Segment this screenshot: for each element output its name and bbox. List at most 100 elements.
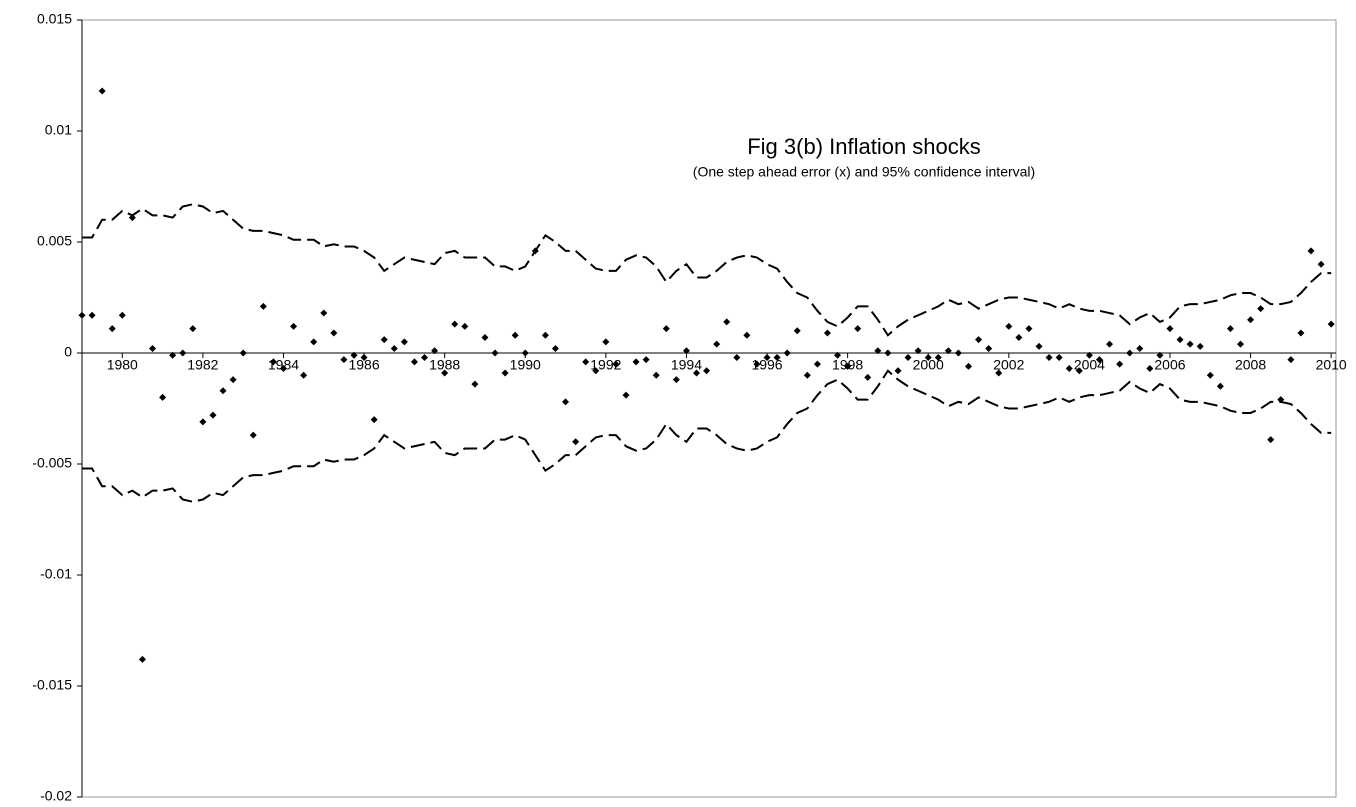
data-point xyxy=(541,331,549,339)
y-tick-label: 0.01 xyxy=(45,122,72,138)
data-point xyxy=(128,214,136,222)
data-point xyxy=(894,367,902,375)
data-point xyxy=(1236,340,1244,348)
data-point xyxy=(844,362,852,370)
data-point xyxy=(1106,340,1114,348)
x-tick-label: 1986 xyxy=(348,357,379,373)
data-point xyxy=(521,349,529,357)
data-point xyxy=(330,329,338,337)
x-tick-label: 1984 xyxy=(268,357,299,373)
data-point xyxy=(421,353,429,361)
data-point xyxy=(1126,349,1134,357)
x-tick-label: 2010 xyxy=(1316,357,1347,373)
data-point xyxy=(1025,325,1033,333)
data-point xyxy=(834,351,842,359)
data-point xyxy=(1075,367,1083,375)
plot-area xyxy=(81,19,1337,798)
data-point xyxy=(612,360,620,368)
data-point xyxy=(269,358,277,366)
data-point xyxy=(703,367,711,375)
data-point xyxy=(118,311,126,319)
data-point xyxy=(602,338,610,346)
data-point xyxy=(249,431,257,439)
data-point xyxy=(259,302,267,310)
data-point xyxy=(229,376,237,384)
data-point xyxy=(662,325,670,333)
y-tick-label: 0.005 xyxy=(37,233,72,249)
data-point xyxy=(592,367,600,375)
data-point xyxy=(159,393,167,401)
data-point xyxy=(98,87,106,95)
data-point xyxy=(441,369,449,377)
data-point xyxy=(511,331,519,339)
data-point xyxy=(944,347,952,355)
data-point xyxy=(965,362,973,370)
data-point xyxy=(1055,353,1063,361)
data-point xyxy=(78,311,86,319)
data-point xyxy=(864,373,872,381)
data-point xyxy=(451,320,459,328)
data-point xyxy=(1267,436,1275,444)
data-point xyxy=(179,349,187,357)
confidence-line xyxy=(82,369,1332,503)
y-tick-label: -0.01 xyxy=(40,566,72,582)
x-tick-label: 1990 xyxy=(510,357,541,373)
y-tick-label: 0.015 xyxy=(37,11,72,27)
data-point xyxy=(390,345,398,353)
data-point xyxy=(491,349,499,357)
data-point xyxy=(1116,360,1124,368)
data-point xyxy=(803,371,811,379)
data-point xyxy=(360,353,368,361)
data-point xyxy=(1035,342,1043,350)
data-point xyxy=(138,655,146,663)
data-point xyxy=(1166,325,1174,333)
x-tick-label: 2000 xyxy=(913,357,944,373)
data-point xyxy=(481,333,489,341)
data-point xyxy=(1045,353,1053,361)
data-point xyxy=(461,322,469,330)
data-point xyxy=(773,353,781,361)
x-tick-label: 2008 xyxy=(1235,357,1266,373)
data-point xyxy=(380,336,388,344)
data-point xyxy=(1297,329,1305,337)
data-point xyxy=(652,371,660,379)
data-point xyxy=(169,351,177,359)
data-point xyxy=(874,347,882,355)
data-point xyxy=(753,360,761,368)
data-point xyxy=(1317,260,1325,268)
data-point xyxy=(854,325,862,333)
data-point xyxy=(904,353,912,361)
data-point xyxy=(642,356,650,364)
data-point xyxy=(551,345,559,353)
y-tick-label: -0.015 xyxy=(32,677,72,693)
data-point xyxy=(1307,247,1315,255)
data-point xyxy=(1136,345,1144,353)
data-point xyxy=(1247,316,1255,324)
data-point xyxy=(1005,322,1013,330)
data-point xyxy=(1146,365,1154,373)
data-point xyxy=(149,345,157,353)
data-point xyxy=(1196,342,1204,350)
data-point xyxy=(370,416,378,424)
data-point xyxy=(1095,356,1103,364)
data-point xyxy=(693,369,701,377)
data-point xyxy=(713,340,721,348)
data-point xyxy=(1287,356,1295,364)
y-tick-label: 0 xyxy=(64,344,72,360)
data-point xyxy=(1065,365,1073,373)
data-point xyxy=(733,353,741,361)
data-point xyxy=(199,418,207,426)
data-point xyxy=(471,380,479,388)
data-point xyxy=(793,327,801,335)
data-point xyxy=(1085,351,1093,359)
data-point xyxy=(985,345,993,353)
data-point xyxy=(410,358,418,366)
data-point xyxy=(924,353,932,361)
x-tick-label: 1980 xyxy=(107,357,138,373)
data-point xyxy=(1176,336,1184,344)
data-point xyxy=(582,358,590,366)
x-tick-label: 2002 xyxy=(993,357,1024,373)
x-tick-label: 1994 xyxy=(671,357,702,373)
data-point xyxy=(954,349,962,357)
